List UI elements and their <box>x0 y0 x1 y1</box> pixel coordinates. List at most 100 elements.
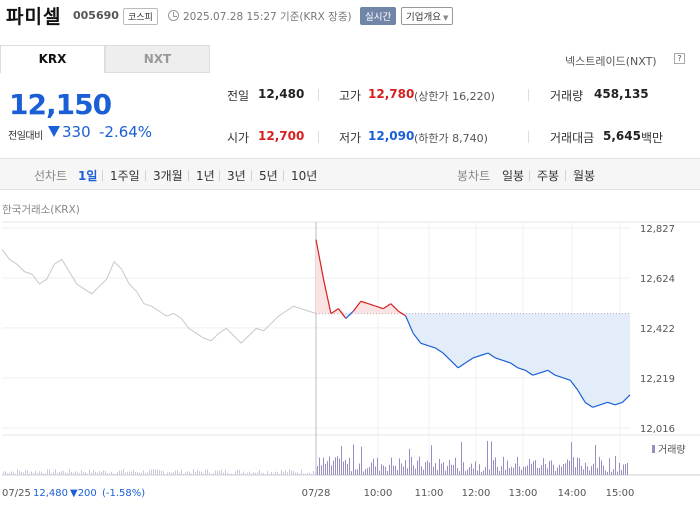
help-icon[interactable]: ? <box>674 53 685 64</box>
volume-bar <box>515 463 516 475</box>
volume-bar <box>483 470 484 475</box>
volume-bar <box>463 462 464 475</box>
volume-bar <box>225 469 226 475</box>
volume-bar <box>163 471 164 475</box>
volume-bar <box>5 471 6 475</box>
upper-limit: (상한가 16,220) <box>414 90 495 103</box>
volume-bar <box>581 465 582 475</box>
x-tick-label: 07/28 <box>302 488 331 499</box>
volume-bar <box>155 469 156 475</box>
volume-bar <box>561 466 562 475</box>
volume-bar <box>103 470 104 475</box>
x-tick-label: 11:00 <box>415 488 444 499</box>
volume-bar <box>441 463 442 475</box>
volume-bar <box>409 448 410 475</box>
price-segment <box>427 345 436 349</box>
volume-bar <box>257 472 258 475</box>
footer-date: 07/25 <box>2 488 31 499</box>
tab-nxt[interactable]: NXT <box>105 45 210 73</box>
period-5y[interactable]: 5년 <box>259 169 278 183</box>
price-segment <box>435 347 444 354</box>
volume-bar <box>233 473 234 475</box>
amount-label: 거래대금 <box>550 131 595 145</box>
volume-bar <box>609 458 610 475</box>
volume-bar <box>43 473 44 475</box>
volume-bar <box>431 445 432 475</box>
volume-bar <box>503 456 504 475</box>
volume-bar <box>519 466 520 475</box>
footer-rate: (-1.58%) <box>102 488 145 499</box>
volume-bar <box>559 464 560 475</box>
intraday-price-chart[interactable]: 12,827 12,624 12,422 12,219 12,016 07/28 10:0… <box>0 220 700 505</box>
candle-weekly[interactable]: 주봉 <box>537 169 560 183</box>
volume-bar <box>403 466 404 475</box>
price-segment <box>495 357 504 361</box>
volume-bar <box>81 470 82 475</box>
volume-bar <box>357 469 358 475</box>
volume-bar <box>443 462 444 475</box>
candle-daily[interactable]: 일봉 <box>502 169 525 183</box>
volume-bar <box>465 471 466 475</box>
period-3y[interactable]: 3년 <box>227 169 246 183</box>
volume-bar <box>19 471 20 475</box>
volume-bar <box>49 469 50 475</box>
volume-bar <box>147 472 148 475</box>
volume-bar <box>29 473 30 475</box>
volume-bar <box>139 472 140 475</box>
period-10y[interactable]: 10년 <box>291 169 318 183</box>
tab-krx[interactable]: KRX <box>0 45 105 73</box>
volume-bar <box>347 463 348 475</box>
volume-bar <box>277 471 278 475</box>
volume-bar <box>317 465 318 475</box>
volume-bar <box>291 470 292 475</box>
volume-bar <box>371 462 372 475</box>
period-1d[interactable]: 1일 <box>78 169 98 183</box>
period-3m[interactable]: 3개월 <box>153 169 183 183</box>
volume-bar <box>495 457 496 475</box>
volume-bar <box>537 467 538 475</box>
price-segment <box>390 303 399 312</box>
volume-bar <box>531 463 532 475</box>
price-segment <box>315 239 325 280</box>
realtime-badge[interactable]: 실시간 <box>360 7 397 25</box>
volume-bar <box>283 471 284 475</box>
volume-bar <box>299 473 300 475</box>
volume-bar <box>51 473 52 475</box>
price-segment <box>525 369 534 376</box>
price-lines <box>1 239 631 408</box>
volume-bar <box>109 472 110 475</box>
volume-bar <box>125 472 126 475</box>
volume-bar <box>617 471 618 475</box>
volume-bar <box>329 456 330 475</box>
volume-bars <box>3 441 628 475</box>
volume-bar <box>73 472 74 475</box>
volume-bar <box>219 470 220 475</box>
volume-bar <box>111 471 112 475</box>
volume-bar <box>437 470 438 475</box>
volume-bar <box>289 469 290 475</box>
volume-bar <box>157 469 158 475</box>
volume-bar <box>137 471 138 475</box>
volume-bar <box>55 469 56 475</box>
volume-bar <box>549 460 550 475</box>
volume-bar <box>377 457 378 475</box>
price-segment <box>397 310 407 317</box>
period-1y[interactable]: 1년 <box>196 169 215 183</box>
period-1w[interactable]: 1주일 <box>110 169 140 183</box>
price-segment <box>487 352 496 359</box>
volume-bar <box>575 467 576 475</box>
volume-bar <box>501 466 502 475</box>
volume-bar <box>415 468 416 475</box>
volume-bar <box>601 460 602 475</box>
diff-value: 330 <box>62 123 91 141</box>
volume-bar <box>123 469 124 475</box>
price-segment <box>322 278 332 314</box>
volume-bar <box>573 457 574 475</box>
volume-bar <box>327 461 328 475</box>
volume-bar <box>547 468 548 475</box>
volume-bar <box>375 466 376 475</box>
volume-bar <box>485 467 486 475</box>
company-overview-button[interactable]: 기업개요 ▼ <box>401 7 454 25</box>
candle-monthly[interactable]: 월봉 <box>573 169 596 183</box>
volume-bar <box>475 461 476 475</box>
